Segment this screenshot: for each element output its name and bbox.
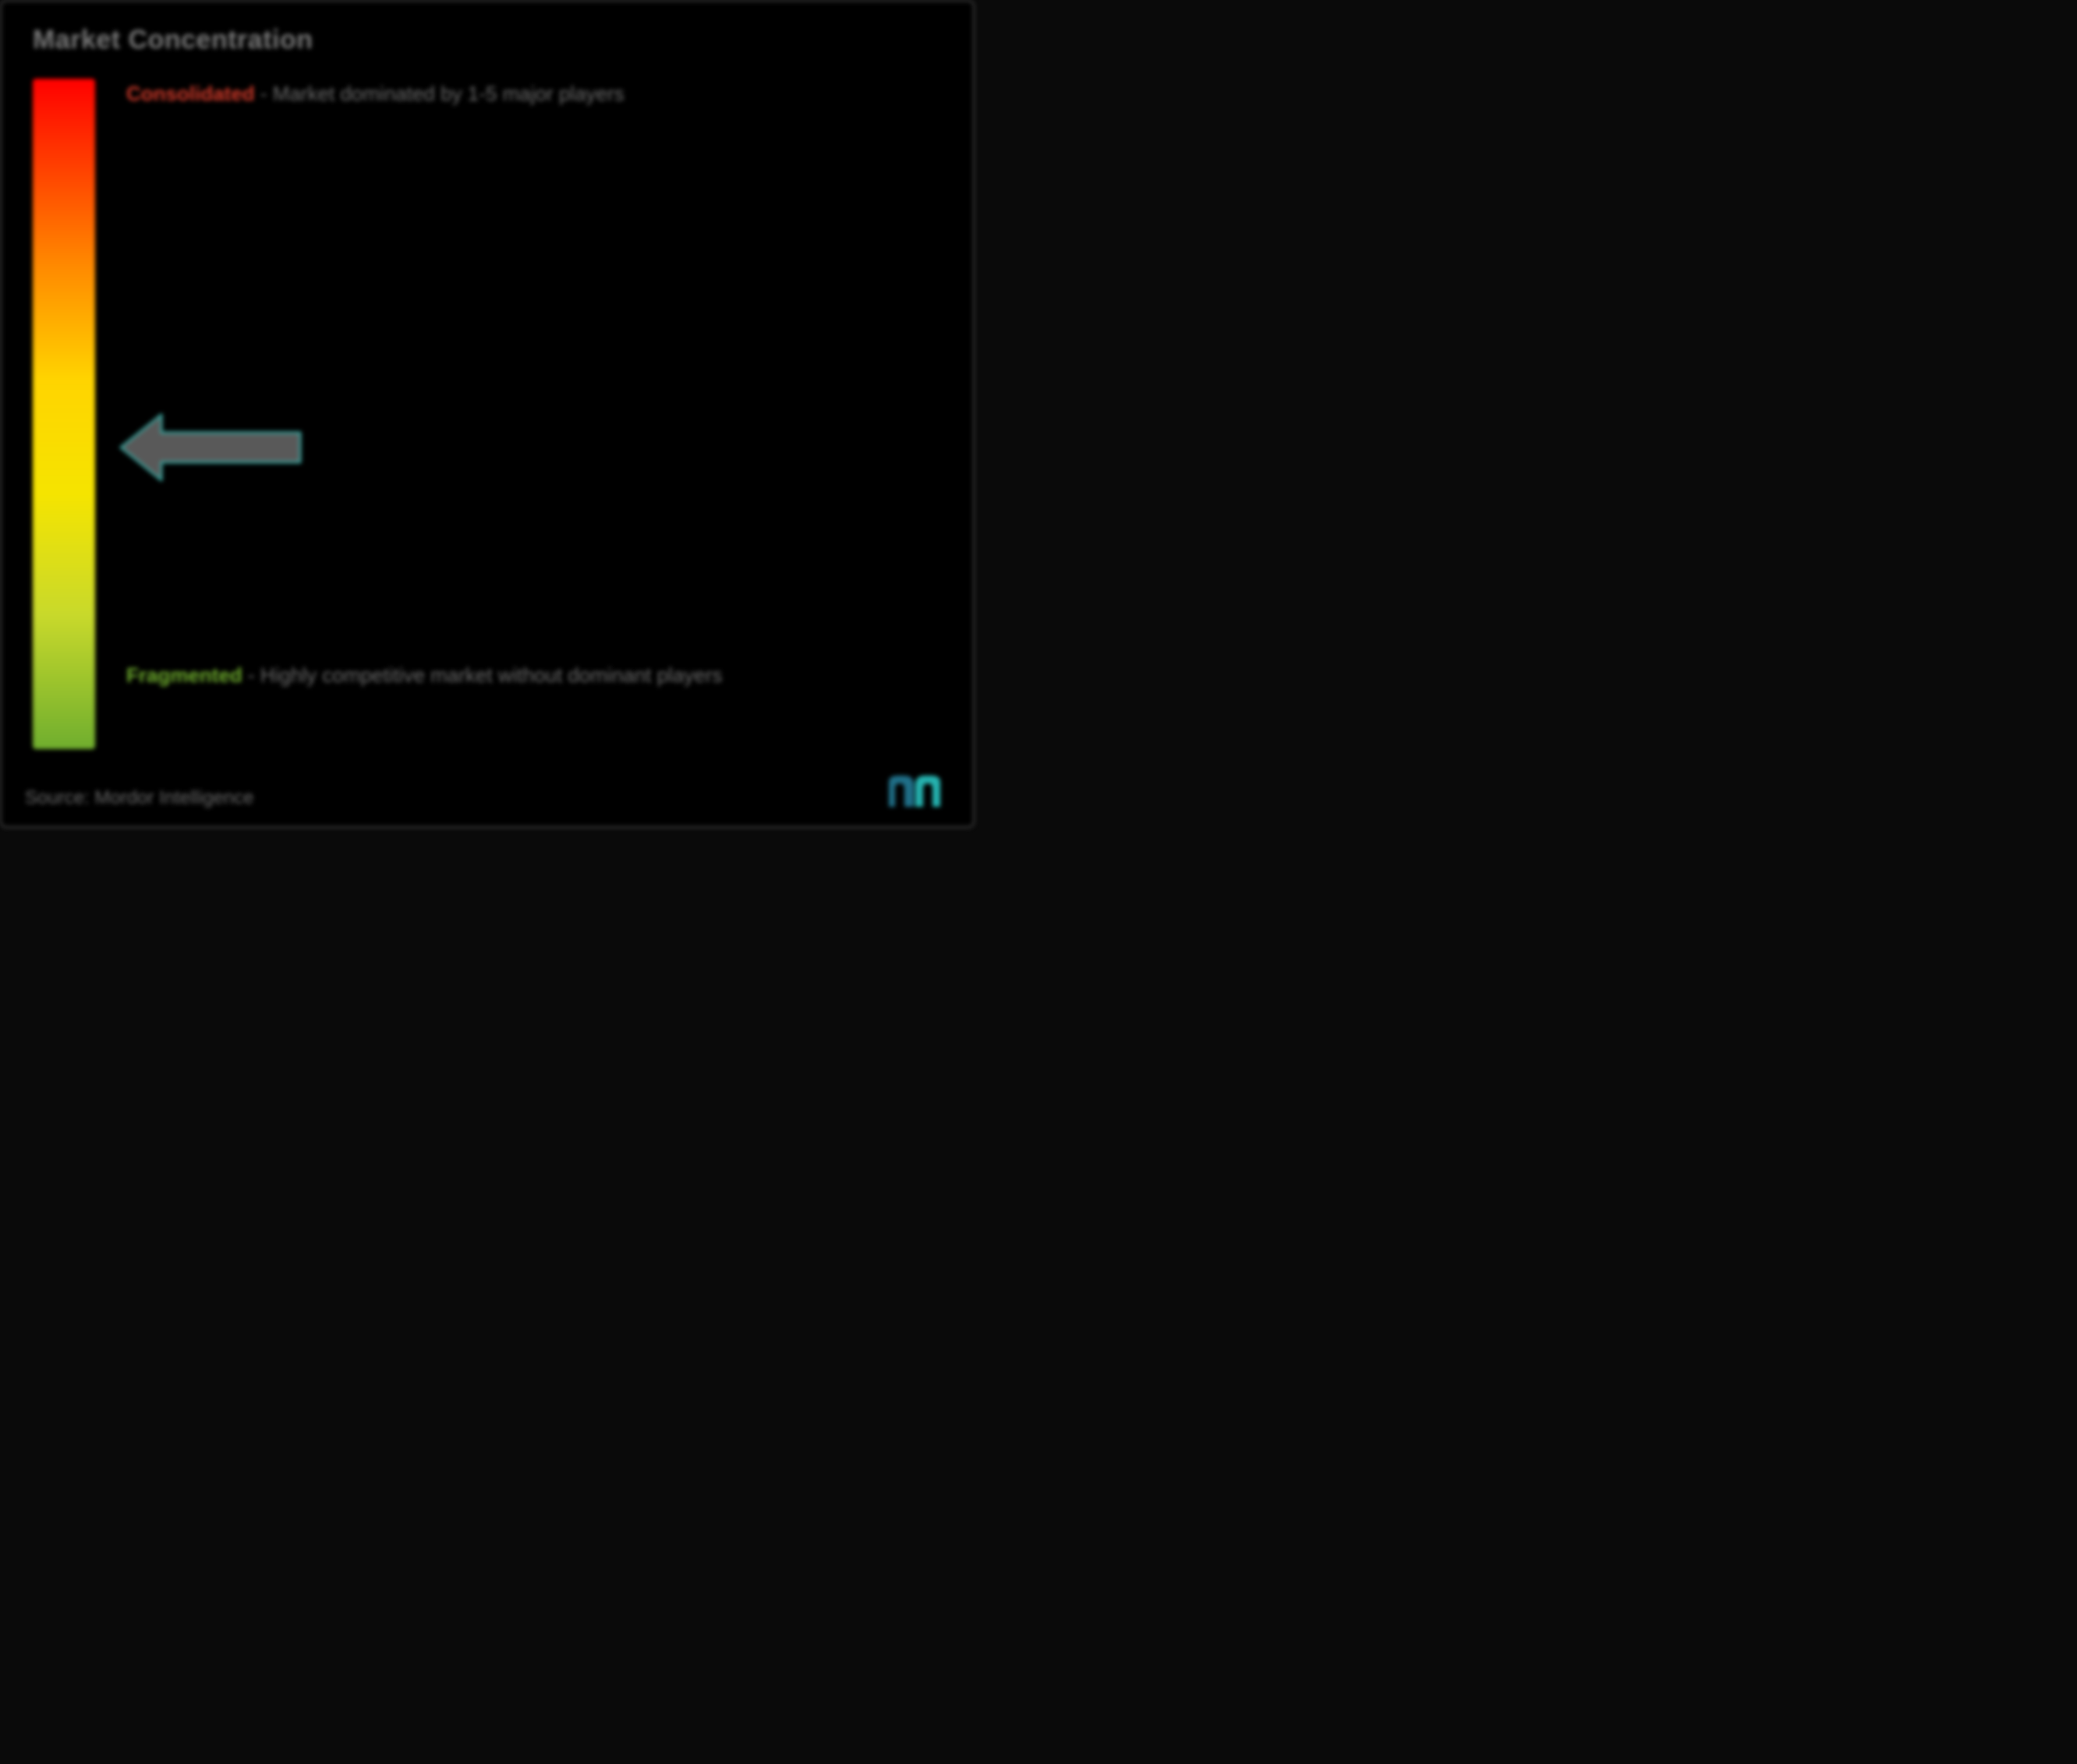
consolidated-label: Consolidated - Market dominated by 1-5 m… bbox=[126, 79, 625, 109]
indicator-arrow-icon bbox=[119, 412, 303, 483]
concentration-gradient-bar bbox=[33, 79, 95, 749]
panel-title: Market Concentration bbox=[33, 25, 942, 55]
mordor-logo bbox=[887, 774, 942, 812]
fragmented-strong: Fragmented bbox=[126, 663, 242, 687]
labels-column: Consolidated - Market dominated by 1-5 m… bbox=[126, 79, 942, 749]
consolidated-strong: Consolidated bbox=[126, 82, 255, 105]
market-concentration-panel: Market Concentration Consolidated - Mark… bbox=[0, 0, 975, 828]
source-footer: Source: Mordor Intelligence bbox=[25, 787, 253, 809]
mordor-logo-icon bbox=[887, 774, 942, 808]
consolidated-desc: - Market dominated by 1-5 major players bbox=[260, 82, 625, 105]
content-row: Consolidated - Market dominated by 1-5 m… bbox=[33, 79, 942, 757]
fragmented-label: Fragmented - Highly competitive market w… bbox=[126, 659, 722, 692]
fragmented-desc: - Highly competitive market without domi… bbox=[248, 663, 722, 687]
indicator-arrow-wrap bbox=[119, 412, 303, 486]
